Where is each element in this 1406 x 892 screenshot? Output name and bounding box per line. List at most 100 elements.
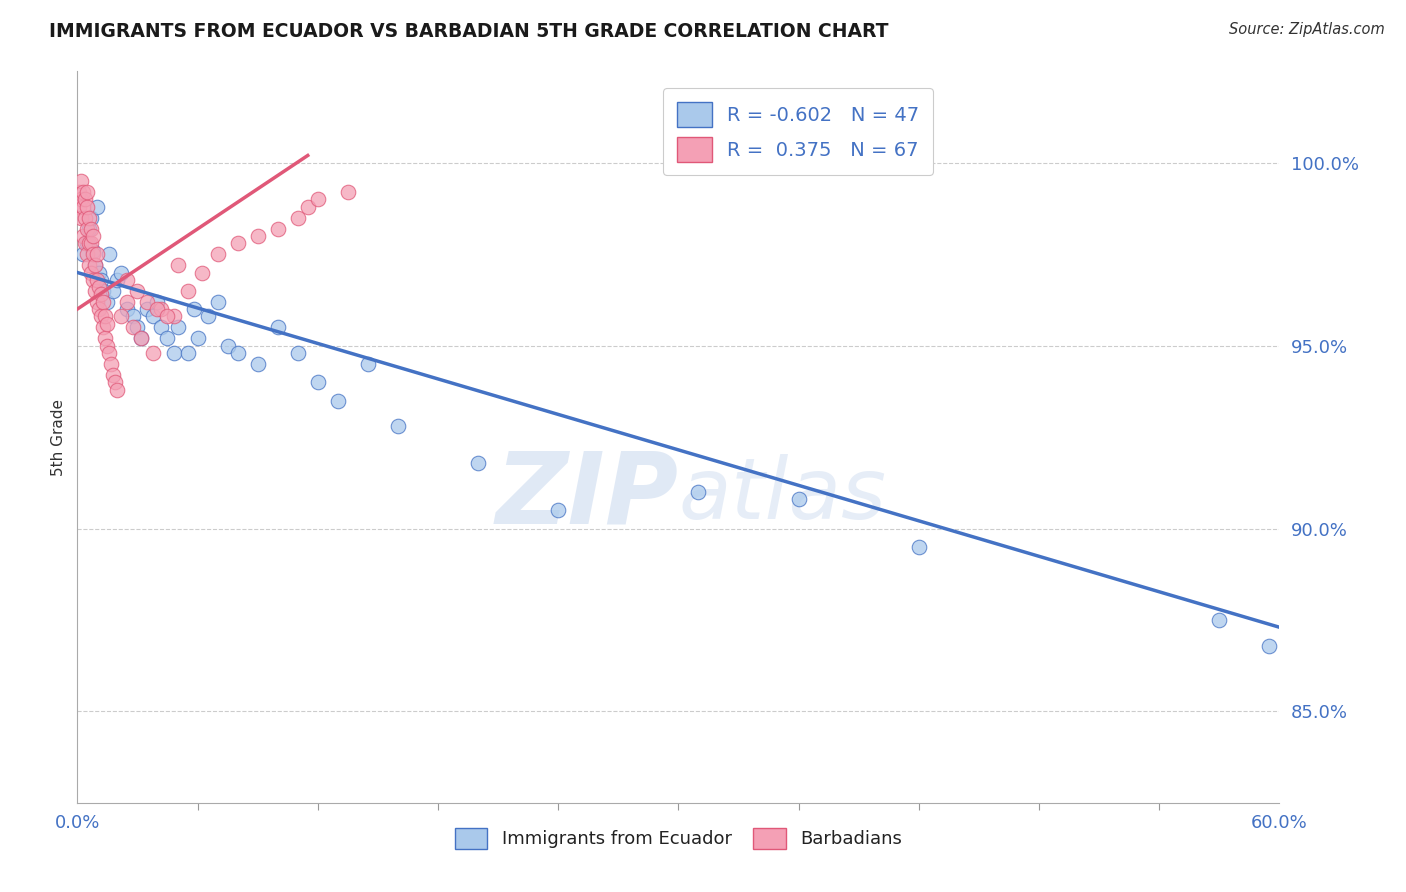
Point [79,221,101,235]
Text: atlas: atlas [679,454,886,537]
Point [98,346,121,360]
Point [72,185,94,199]
Point [70,193,93,207]
Point [90,310,112,324]
Point [122,320,145,334]
Point [70,211,93,225]
Point [86,247,108,261]
Point [122,310,145,324]
Text: Source: ZipAtlas.com: Source: ZipAtlas.com [1229,22,1385,37]
Point [94,331,117,345]
Point [217,339,239,353]
Point [162,310,184,324]
Point [207,294,229,309]
Point [246,357,269,371]
Point [72,229,94,244]
Point [287,211,309,225]
Point [84,284,107,298]
Point [75,211,97,225]
Point [150,320,173,334]
Point [688,485,710,500]
Point [76,185,98,199]
Point [307,193,329,207]
Point [146,302,169,317]
Point [908,540,931,554]
Point [127,284,149,298]
Point [82,229,104,244]
Point [150,302,173,317]
Point [166,258,188,272]
Point [176,284,198,298]
Point [94,310,117,324]
Point [307,376,329,390]
Text: ZIP: ZIP [495,447,679,544]
Point [387,419,409,434]
Point [82,247,104,261]
Point [107,383,129,397]
Point [103,284,125,298]
Point [93,284,115,298]
Point [89,302,111,317]
Point [297,200,319,214]
Point [131,331,153,345]
Text: IMMIGRANTS FROM ECUADOR VS BARBADIAN 5TH GRADE CORRELATION CHART: IMMIGRANTS FROM ECUADOR VS BARBADIAN 5TH… [49,22,889,41]
Point [107,273,129,287]
Point [127,320,149,334]
Point [117,273,139,287]
Point [75,236,97,251]
Point [142,346,165,360]
Y-axis label: 5th Grade: 5th Grade [51,399,66,475]
Point [96,294,118,309]
Point [176,346,198,360]
Point [79,258,101,272]
Point [156,310,179,324]
Point [80,236,103,251]
Point [136,302,159,317]
Point [357,357,380,371]
Point [67,185,90,199]
Point [93,320,115,334]
Point [162,346,184,360]
Point [89,266,111,280]
Point [93,294,115,309]
Point [104,376,127,390]
Point [76,200,98,214]
Point [76,247,98,261]
Point [156,331,179,345]
Point [82,273,104,287]
Point [79,236,101,251]
Point [96,339,118,353]
Point [1208,613,1230,627]
Point [76,221,98,235]
Point [146,294,169,309]
Point [336,185,359,199]
Point [183,302,205,317]
Point [80,266,103,280]
Point [72,200,94,214]
Point [98,247,121,261]
Point [80,221,103,235]
Point [96,317,118,331]
Point [166,320,188,334]
Point [226,236,249,251]
Legend: Immigrants from Ecuador, Barbadians: Immigrants from Ecuador, Barbadians [447,821,910,856]
Point [136,294,159,309]
Point [110,310,132,324]
Point [246,229,269,244]
Point [79,211,101,225]
Point [110,266,132,280]
Point [142,310,165,324]
Point [90,273,112,287]
Point [103,368,125,382]
Point [267,320,290,334]
Point [117,294,139,309]
Point [84,258,107,272]
Point [547,503,569,517]
Point [86,200,108,214]
Point [100,357,122,371]
Point [84,258,107,272]
Point [82,244,104,258]
Point [207,247,229,261]
Point [186,331,209,345]
Point [75,193,97,207]
